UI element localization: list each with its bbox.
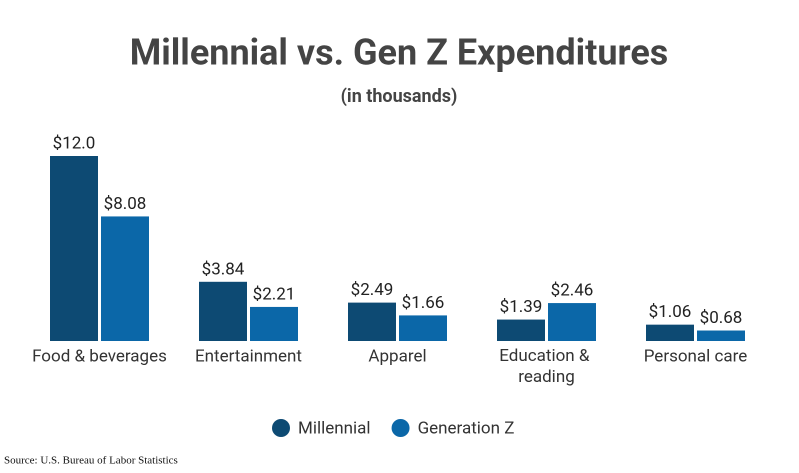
bar [697, 330, 745, 341]
value-label: $3.84 [202, 259, 245, 279]
value-label: $0.68 [700, 308, 743, 328]
value-label: $2.49 [351, 280, 394, 300]
value-label: $1.39 [500, 297, 543, 317]
bar [646, 324, 694, 341]
value-label: $12.0 [53, 133, 96, 153]
value-label: $1.66 [402, 293, 445, 313]
bar [548, 303, 596, 341]
bar [101, 216, 149, 341]
x-tick-label: Personal care [644, 346, 748, 366]
value-label: $8.08 [104, 194, 147, 214]
value-label: $1.06 [649, 302, 692, 322]
x-tick-label: Entertainment [195, 346, 302, 366]
bar [199, 281, 247, 341]
bar [497, 319, 545, 341]
legend-swatch [391, 419, 410, 437]
legend-swatch [272, 419, 290, 437]
chart-title: Millennial vs. Gen Z Expenditures [130, 32, 669, 74]
chart-subtitle: (in thousands) [341, 86, 458, 107]
value-label: $2.46 [551, 281, 594, 301]
source-note: Source: U.S. Bureau of Labor Statistics [4, 455, 178, 467]
bar [50, 156, 98, 341]
bar [348, 302, 396, 341]
x-tick-label: Apparel [368, 346, 426, 366]
value-label: $2.21 [253, 284, 296, 304]
x-tick-label: Food & beverages [32, 346, 167, 366]
bar [399, 315, 447, 341]
bar [250, 306, 298, 341]
legend-label: Millennial [298, 418, 371, 438]
legend-label: Generation Z [418, 418, 515, 438]
x-tick-label: Education & reading [499, 346, 593, 387]
